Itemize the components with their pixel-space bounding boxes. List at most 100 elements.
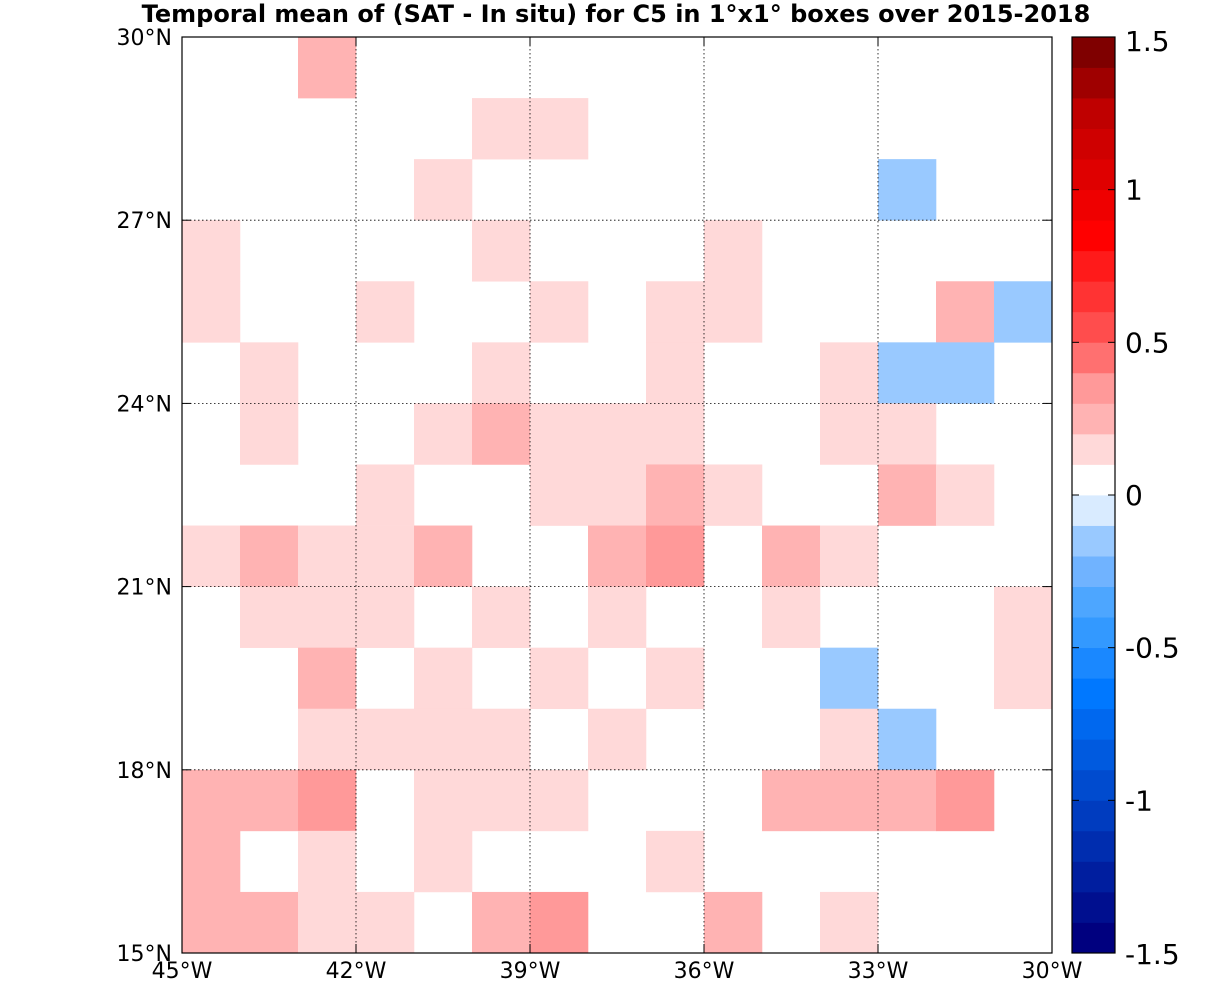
heatmap-cell [182,525,241,587]
colorbar-segment [1072,647,1115,679]
heatmap-cell [530,769,589,832]
heatmap-cell [414,708,473,771]
heatmap-cell [356,708,415,771]
heatmap-cell [588,403,647,465]
heatmap-cell [820,342,879,404]
heatmap-cell [356,525,415,587]
heatmap-cell [472,708,531,771]
heatmap-cell [704,281,763,343]
heatmap-cell [240,586,299,648]
x-tick-label: 42°W [326,959,387,984]
heatmap-cell [762,769,821,832]
heatmap-cell [588,586,647,648]
heatmap-cell [820,769,879,832]
colorbar-tick-label: -1.5 [1125,938,1180,971]
heatmap-cell [762,525,821,587]
heatmap-cell [298,891,357,954]
heatmap-cells [182,37,1053,954]
heatmap-cell [472,586,531,648]
heatmap-cell [588,525,647,587]
colorbar-tick-label: 0.5 [1125,326,1170,359]
colorbar-segment [1072,311,1115,343]
y-tick-label: 18°N [117,759,172,784]
heatmap-cell [878,708,937,771]
y-tick-label: 21°N [117,576,172,601]
heatmap-cell [240,403,299,465]
heatmap-cell [820,891,879,954]
colorbar-segment [1072,891,1115,923]
heatmap-cell [298,586,357,648]
heatmap-cell [356,586,415,648]
y-tick-label: 24°N [117,392,172,417]
heatmap-cell [356,891,415,954]
colorbar-segment [1072,98,1115,129]
heatmap-cell [530,98,589,160]
heatmap-cell [240,769,299,832]
heatmap-cell [530,891,589,954]
heatmap-cell [646,464,705,526]
heatmap-cell [182,220,241,282]
heatmap-cell [820,403,879,465]
heatmap-cell [530,403,589,465]
heatmap-cell [298,769,357,832]
heatmap-cell [936,281,995,343]
heatmap-cell [936,342,995,404]
heatmap-cell [472,342,531,404]
colorbar-segment [1072,739,1115,771]
heatmap-cell [820,708,879,771]
heatmap-cell [878,159,937,221]
heatmap-cell [878,769,937,832]
colorbar-segment [1072,250,1115,282]
colorbar-segment [1072,37,1115,68]
heatmap-cell [356,281,415,343]
heatmap-cell [240,891,299,954]
heatmap-cell [704,464,763,526]
heatmap-cell [298,708,357,771]
heatmap-cell [820,647,879,710]
heatmap-cell [356,464,415,526]
heatmap-cell [530,647,589,710]
colorbar-segment [1072,525,1115,557]
heatmap-cell [936,464,995,526]
colorbar-segment [1072,342,1115,374]
heatmap-cell [820,525,879,587]
colorbar: 1.5 1 0.5 0 -0.5 -1 -1.5 [1071,25,1180,971]
heatmap-cell [530,281,589,343]
colorbar-segment [1072,159,1115,191]
heatmap-cell [646,403,705,465]
heatmap-cell [472,891,531,954]
heatmap-cell [878,342,937,404]
colorbar-segment [1072,372,1115,404]
heatmap-cell [878,403,937,465]
heatmap-cell [762,586,821,648]
heatmap-cell [588,464,647,526]
heatmap-cell [414,769,473,832]
colorbar-segment [1072,800,1115,832]
colorbar-segment [1072,220,1115,252]
heatmap-cell [298,37,357,99]
heatmap-cell [646,281,705,343]
x-tick-label: 45°W [152,959,213,984]
colorbar-segment [1072,281,1115,313]
heatmap-cell [298,830,357,893]
colorbar-segment [1072,769,1115,801]
heatmap-cell [994,647,1053,710]
colorbar-segment [1072,556,1115,587]
heatmap-cell [414,159,473,221]
heatmap-cell [878,464,937,526]
heatmap-cell [472,403,531,465]
heatmap-cell [646,342,705,404]
heatmap-cell [472,98,531,160]
heatmap-cell [646,525,705,587]
heatmap-cell [414,647,473,710]
heatmap-cell [182,891,241,954]
x-tick-label: 36°W [674,959,735,984]
colorbar-segment [1072,922,1115,954]
heatmap-cell [182,830,241,893]
heatmap-cell [298,647,357,710]
x-tick-label: 30°W [1022,959,1083,984]
heatmap-cell [414,830,473,893]
colorbar-tick-label: -1 [1125,784,1153,817]
plot-frame [181,36,1053,954]
